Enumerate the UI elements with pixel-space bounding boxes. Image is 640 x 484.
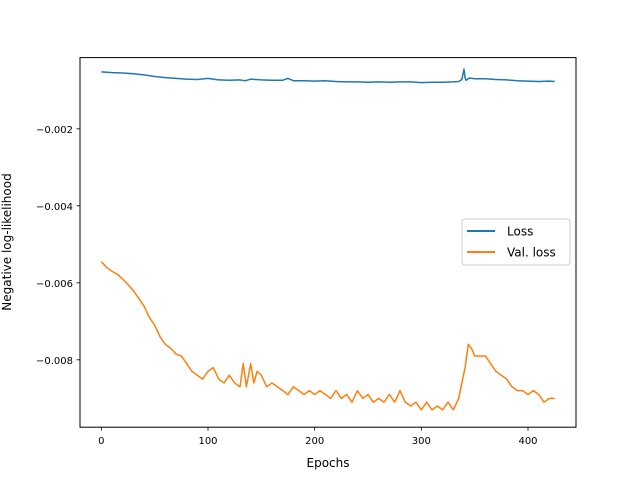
plot-lines bbox=[100, 68, 555, 411]
x-tick-label: 400 bbox=[518, 436, 537, 447]
legend: Loss Val. loss bbox=[461, 218, 571, 266]
y-tick-label: −0.002 bbox=[36, 125, 73, 136]
y-tick-label: −0.004 bbox=[36, 202, 73, 213]
x-tick-label: 300 bbox=[412, 436, 431, 447]
y-tick-label: −0.008 bbox=[36, 356, 73, 367]
x-tick-label: 100 bbox=[198, 436, 217, 447]
y-tick-label: −0.006 bbox=[36, 279, 73, 290]
y-axis-label: Negative log-likelihood bbox=[0, 173, 14, 310]
axes-frame bbox=[79, 57, 577, 428]
legend-label-loss: Loss bbox=[507, 225, 533, 239]
x-tick-label: 0 bbox=[98, 436, 104, 447]
series-line-val-loss bbox=[100, 261, 555, 411]
series-line-loss bbox=[101, 68, 555, 84]
x-tick-label: 200 bbox=[305, 436, 324, 447]
y-axis-ticks: −0.002 −0.004 −0.006 −0.008 bbox=[36, 125, 80, 367]
legend-label-val-loss: Val. loss bbox=[507, 246, 556, 260]
x-axis-ticks: 0 100 200 300 400 bbox=[98, 427, 538, 447]
x-axis-label: Epochs bbox=[307, 456, 350, 470]
